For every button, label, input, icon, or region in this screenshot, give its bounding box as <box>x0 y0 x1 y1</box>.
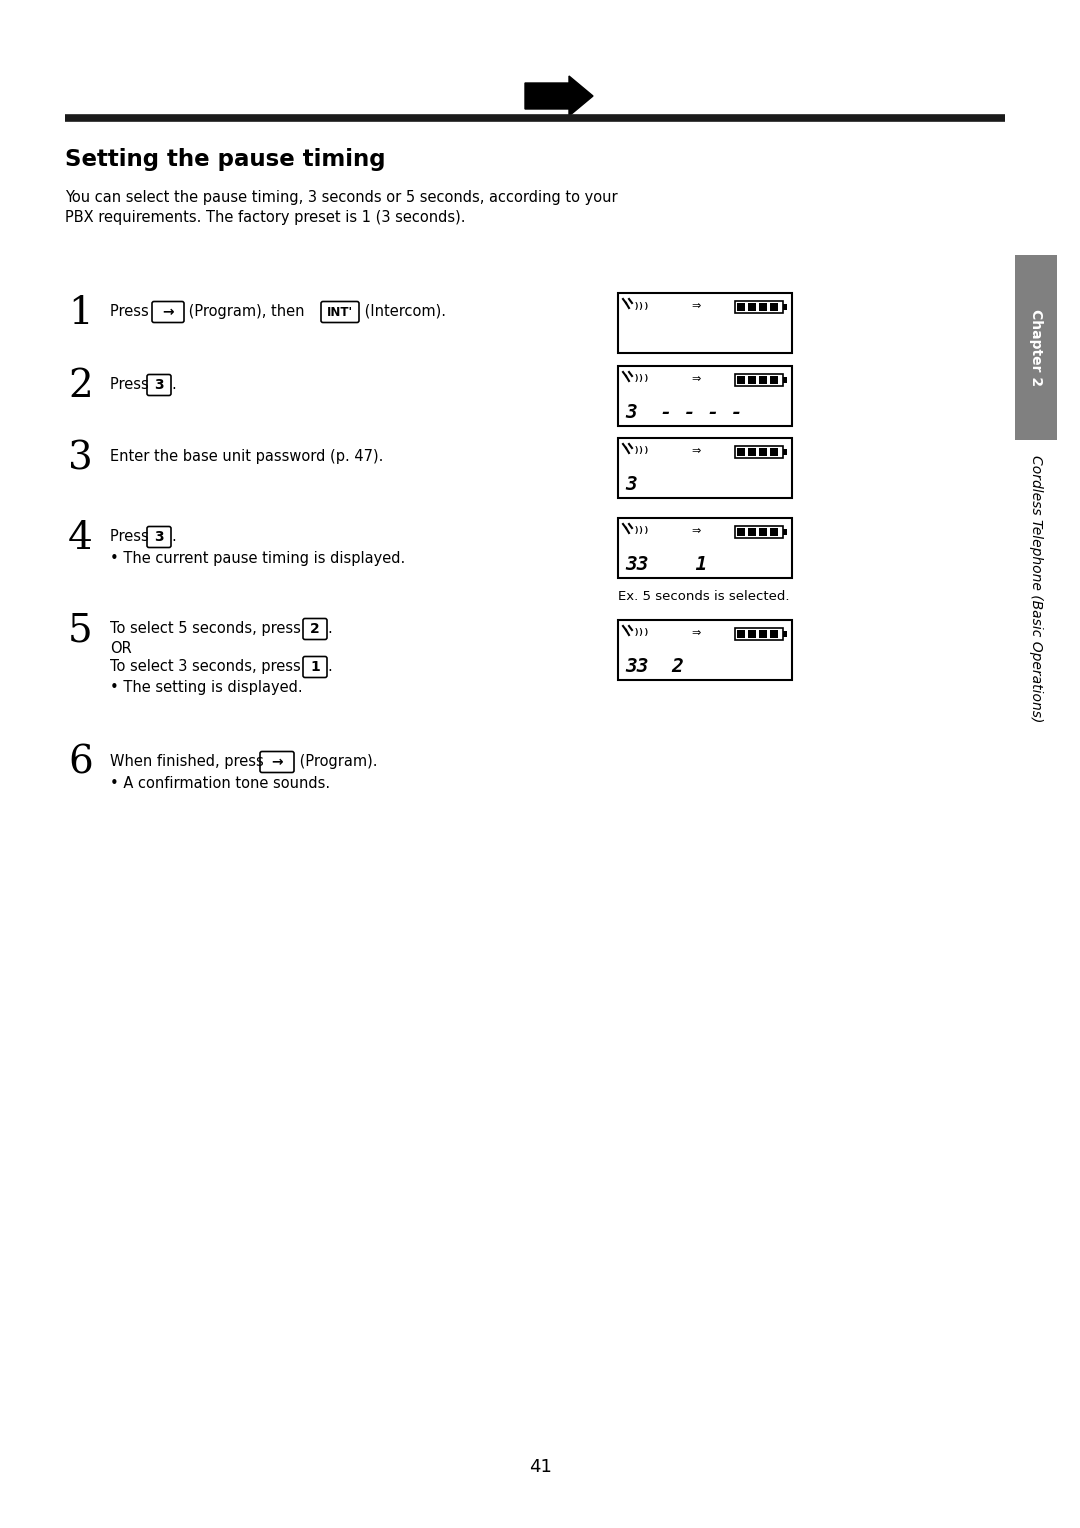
FancyBboxPatch shape <box>321 301 359 322</box>
Text: 5: 5 <box>68 613 93 649</box>
Text: 33  2: 33 2 <box>625 657 684 677</box>
Bar <box>759 448 767 455</box>
Text: .: . <box>327 659 332 674</box>
Bar <box>748 630 756 639</box>
Text: ))): ))) <box>634 628 650 637</box>
Text: • The setting is displayed.: • The setting is displayed. <box>110 680 302 695</box>
FancyBboxPatch shape <box>152 301 184 322</box>
Bar <box>748 303 756 312</box>
Text: ⇒: ⇒ <box>691 301 701 312</box>
Text: .: . <box>327 620 332 636</box>
Text: You can select the pause timing, 3 seconds or 5 seconds, according to your: You can select the pause timing, 3 secon… <box>65 189 618 205</box>
Text: Press: Press <box>110 529 153 544</box>
Text: 3: 3 <box>68 440 93 477</box>
Bar <box>618 620 792 680</box>
Bar <box>770 376 778 384</box>
Text: To select 5 seconds, press: To select 5 seconds, press <box>110 620 306 636</box>
Bar <box>618 439 792 498</box>
Bar <box>748 448 756 455</box>
Text: .: . <box>171 529 176 544</box>
Bar <box>735 628 783 640</box>
Bar <box>1015 255 1057 440</box>
Bar <box>618 518 792 578</box>
Text: (Program).: (Program). <box>295 753 378 769</box>
Text: Setting the pause timing: Setting the pause timing <box>65 148 386 171</box>
Bar <box>748 529 756 536</box>
Text: Press: Press <box>110 377 153 393</box>
Text: (Intercom).: (Intercom). <box>360 304 446 319</box>
Text: ⇒: ⇒ <box>691 628 701 639</box>
Text: ))): ))) <box>634 527 650 535</box>
Bar <box>618 367 792 426</box>
Text: 3: 3 <box>625 475 637 495</box>
Bar <box>737 529 745 536</box>
Bar <box>783 377 787 384</box>
Bar <box>770 448 778 455</box>
FancyBboxPatch shape <box>147 527 171 547</box>
Bar <box>783 304 787 310</box>
Bar <box>770 630 778 639</box>
Bar <box>737 376 745 384</box>
Bar <box>759 376 767 384</box>
Text: ))): ))) <box>634 446 650 455</box>
Text: PBX requirements. The factory preset is 1 (3 seconds).: PBX requirements. The factory preset is … <box>65 209 465 225</box>
Text: 41: 41 <box>528 1458 552 1476</box>
Bar <box>759 529 767 536</box>
FancyBboxPatch shape <box>303 619 327 640</box>
Text: When finished, press: When finished, press <box>110 753 268 769</box>
Text: 33    1: 33 1 <box>625 556 707 575</box>
Text: 2: 2 <box>310 622 320 636</box>
Text: INT': INT' <box>327 306 353 318</box>
Bar <box>759 630 767 639</box>
Text: →: → <box>162 306 174 319</box>
Text: • A confirmation tone sounds.: • A confirmation tone sounds. <box>110 776 330 792</box>
Text: Ex. 5 seconds is selected.: Ex. 5 seconds is selected. <box>618 590 789 604</box>
Text: 1: 1 <box>68 295 93 332</box>
Bar <box>737 303 745 312</box>
Bar <box>759 303 767 312</box>
Bar <box>735 446 783 458</box>
FancyArrow shape <box>525 76 593 116</box>
Text: 3: 3 <box>154 530 164 544</box>
Text: Press: Press <box>110 304 153 319</box>
Bar <box>737 630 745 639</box>
Bar <box>783 529 787 535</box>
Text: • The current pause timing is displayed.: • The current pause timing is displayed. <box>110 552 405 565</box>
Text: 1: 1 <box>310 660 320 674</box>
Text: ⇒: ⇒ <box>691 374 701 384</box>
Text: ⇒: ⇒ <box>691 446 701 455</box>
Bar <box>748 376 756 384</box>
Bar <box>735 526 783 538</box>
Text: To select 3 seconds, press: To select 3 seconds, press <box>110 659 306 674</box>
Text: .: . <box>171 377 176 393</box>
Text: 6: 6 <box>68 746 93 782</box>
Text: OR: OR <box>110 642 132 656</box>
Bar <box>737 448 745 455</box>
Text: →: → <box>271 755 283 769</box>
Text: Cordless Telephone (Basic Operations): Cordless Telephone (Basic Operations) <box>1029 455 1043 723</box>
Text: 4: 4 <box>68 520 93 558</box>
Text: ))): ))) <box>634 301 650 310</box>
Bar <box>735 374 783 387</box>
Bar <box>735 301 783 313</box>
FancyBboxPatch shape <box>303 657 327 677</box>
Text: 3: 3 <box>154 377 164 393</box>
Bar <box>618 293 792 353</box>
FancyBboxPatch shape <box>260 752 294 773</box>
Bar <box>770 529 778 536</box>
Text: 3  - - - -: 3 - - - - <box>625 403 743 423</box>
Text: Enter the base unit password (p. 47).: Enter the base unit password (p. 47). <box>110 449 383 465</box>
Bar <box>770 303 778 312</box>
FancyBboxPatch shape <box>147 374 171 396</box>
Bar <box>783 449 787 455</box>
Text: 2: 2 <box>68 368 93 405</box>
Bar <box>783 631 787 637</box>
Text: Chapter 2: Chapter 2 <box>1029 309 1043 387</box>
Text: ⇒: ⇒ <box>691 526 701 536</box>
Text: ))): ))) <box>634 374 650 384</box>
Text: (Program), then: (Program), then <box>184 304 309 319</box>
